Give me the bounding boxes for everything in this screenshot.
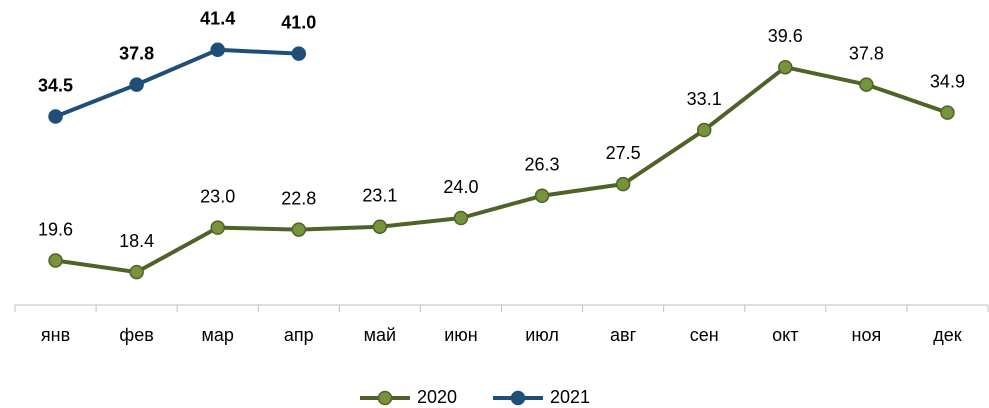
marker	[372, 219, 388, 234]
data-label: 23.1	[362, 185, 397, 205]
x-tick-label: дек	[933, 325, 962, 345]
data-label: 22.8	[281, 188, 316, 208]
marker	[615, 176, 631, 192]
marker	[534, 188, 550, 204]
x-tick-label: сен	[690, 325, 719, 345]
legend-label: 2021	[550, 387, 590, 407]
x-tick-label: апр	[284, 325, 314, 345]
marker	[210, 220, 225, 235]
marker	[778, 59, 793, 75]
marker	[940, 105, 955, 120]
marker	[453, 210, 469, 226]
legend-marker	[510, 390, 526, 406]
data-label: 37.8	[119, 43, 154, 63]
marker	[859, 77, 874, 92]
data-label: 41.0	[281, 12, 316, 32]
data-label: 37.8	[849, 43, 884, 63]
series-line	[55, 65, 949, 275]
x-tick-label: июн	[444, 325, 478, 345]
series-line	[54, 47, 299, 119]
data-label: 23.0	[200, 186, 235, 206]
x-tick-label: авг	[610, 325, 637, 345]
x-tick-label: янв	[41, 325, 70, 345]
x-tick-label: фев	[119, 325, 153, 345]
legend-label: 2020	[417, 387, 457, 407]
legend-marker	[377, 390, 393, 406]
x-tick-label: мар	[202, 325, 234, 345]
data-label: 41.4	[200, 9, 235, 29]
data-label: 34.5	[38, 75, 73, 95]
data-label: 19.6	[38, 219, 73, 239]
marker	[48, 109, 63, 124]
marker	[129, 77, 144, 92]
marker	[210, 42, 225, 58]
marker	[291, 222, 307, 237]
data-label: 27.5	[606, 143, 641, 163]
x-tick-label: ноя	[852, 325, 882, 345]
data-label: 34.9	[930, 71, 965, 91]
marker	[291, 46, 307, 61]
marker	[129, 264, 144, 280]
data-label: 39.6	[768, 26, 803, 46]
x-tick-label: окт	[772, 325, 798, 345]
data-label: 33.1	[687, 89, 722, 109]
x-tick-label: май	[364, 325, 396, 345]
x-tick-label: июл	[525, 325, 559, 345]
marker	[696, 122, 712, 138]
marker	[48, 253, 63, 268]
data-label: 18.4	[119, 231, 154, 251]
data-label: 26.3	[525, 155, 560, 175]
data-label: 24.0	[443, 177, 478, 197]
